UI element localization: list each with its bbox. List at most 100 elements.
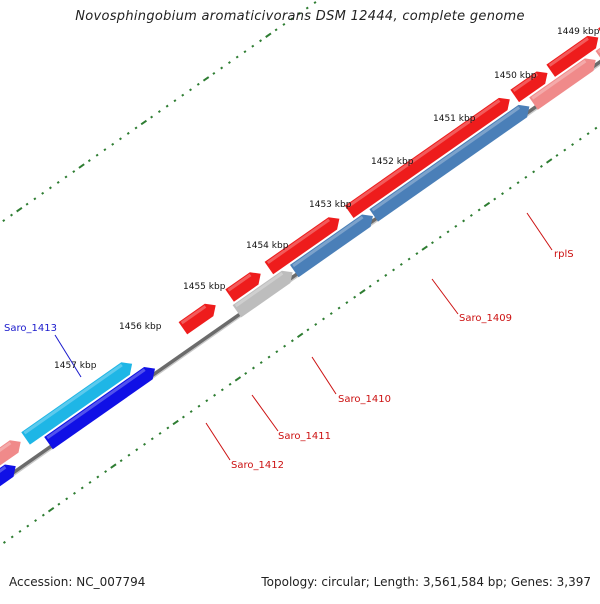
outer-scale-tick [275, 29, 277, 30]
outer-scale-tick [11, 214, 13, 215]
outer-scale-tick [182, 95, 184, 96]
inner-scale-tick [276, 351, 278, 352]
outer-scale-tick [112, 144, 114, 145]
gene-arrow-blue-left [0, 465, 16, 508]
gene-arrow-saro-1412 [179, 304, 216, 335]
outer-scale-tick [151, 116, 153, 117]
inner-scale-tick [564, 149, 566, 150]
inner-scale-tick [66, 498, 68, 499]
inner-scale-tick [338, 307, 340, 308]
gene-label-saro-1409[interactable]: Saro_1409 [459, 313, 512, 324]
outer-scale-tick [127, 133, 129, 134]
outer-scale-tick [158, 111, 160, 112]
gene-label-saro-1411[interactable]: Saro_1411 [278, 431, 331, 442]
scale-label-1449: 1449 kbp [557, 27, 600, 37]
gene-label-saro-1410[interactable]: Saro_1410 [338, 394, 391, 405]
inner-scale-tick [151, 438, 153, 439]
outer-scale-tick [88, 160, 90, 161]
inner-scale-tick [517, 182, 519, 183]
outer-scale-tick [203, 77, 208, 81]
inner-scale-tick [416, 253, 418, 254]
inner-scale-tick [97, 476, 99, 477]
outer-scale-tick [135, 127, 137, 128]
inner-scale-tick [439, 237, 441, 238]
scale-label-1455: 1455 kbp [183, 282, 226, 292]
inner-scale-tick [136, 449, 138, 450]
genome-stats-text: Topology: circular; Length: 3,561,584 bp… [261, 575, 591, 589]
inner-scale-tick [354, 297, 356, 298]
outer-scale-tick [96, 155, 98, 156]
leader-saro-1411 [252, 395, 278, 431]
inner-scale-tick [35, 520, 37, 521]
inner-scale-tick [502, 193, 504, 194]
leader-saro-1409 [432, 279, 458, 314]
inner-scale-tick [432, 242, 434, 243]
inner-scale-tick [221, 389, 223, 390]
inner-scale-tick [385, 275, 387, 276]
inner-scale-tick [81, 487, 83, 488]
inner-scale-tick [167, 427, 169, 428]
gene-features [0, 10, 600, 545]
outer-scale-tick [42, 193, 44, 194]
scale-labels: 1449 kbp 1450 kbp 1451 kbp 1452 kbp 1453… [54, 27, 600, 371]
inner-scale-tick [377, 280, 379, 281]
outer-scale-tick [221, 67, 223, 68]
outer-scale-tick [17, 208, 22, 212]
gene-label-rplS[interactable]: rplS [554, 249, 574, 260]
inner-scale-tick [198, 406, 200, 407]
inner-scale-tick [190, 411, 192, 412]
inner-scale-tick [260, 362, 262, 363]
inner-scale-tick [49, 508, 54, 512]
inner-scale-tick [253, 367, 255, 368]
inner-scale-tick [556, 155, 558, 156]
inner-scale-tick [463, 220, 465, 221]
inner-scale-tick [533, 171, 535, 172]
scale-label-1453: 1453 kbp [309, 200, 352, 210]
inner-scale-tick [470, 215, 472, 216]
inner-scale-tick [484, 203, 489, 207]
inner-scale-tick [229, 384, 231, 385]
outer-scale-tick [26, 204, 28, 205]
scale-label-1457: 1457 kbp [54, 361, 97, 371]
inner-scale-tick [541, 166, 543, 167]
outer-scale-tick [197, 84, 199, 85]
inner-scale-tick [4, 542, 6, 543]
inner-scale-tick [346, 302, 348, 303]
outer-scale-tick [190, 89, 192, 90]
leader-saro-1410 [312, 357, 336, 394]
inner-scale-tick [400, 264, 402, 265]
inner-scale-tick [58, 504, 60, 505]
inner-scale-tick [89, 482, 91, 483]
outer-scale-tick [229, 62, 231, 63]
scale-label-1454: 1454 kbp [246, 241, 289, 251]
scale-label-1452: 1452 kbp [371, 157, 414, 167]
outer-scale-tick [57, 182, 59, 183]
outer-scale-tick [252, 46, 254, 47]
inner-scale-tick [214, 395, 216, 396]
inner-scale-tick [307, 329, 309, 330]
accession-text: Accession: NC_007794 [9, 575, 145, 589]
inner-scale-tick [455, 226, 457, 227]
inner-scale-tick [105, 471, 107, 472]
inner-scale-tick [447, 231, 449, 232]
outer-scale-tick [104, 149, 106, 150]
inner-scale-tick [422, 246, 427, 250]
gene-label-saro-1412[interactable]: Saro_1412 [231, 460, 284, 471]
outer-scale-tick [141, 121, 146, 125]
inner-scale-tick [173, 421, 178, 425]
inner-scale-tick [27, 525, 29, 526]
inner-scale-tick [120, 460, 122, 461]
outer-scale-tick [3, 220, 5, 221]
inner-scale-tick [19, 531, 21, 532]
inner-scale-tick [245, 373, 247, 374]
gene-label-saro-1413[interactable]: Saro_1413 [4, 323, 57, 334]
outer-scale-tick [73, 171, 75, 172]
outer-scale-tick [79, 164, 84, 168]
inner-scale-tick [509, 188, 511, 189]
outer-scale-tick [213, 73, 215, 74]
inner-scale-tick [298, 333, 303, 337]
inner-scale-tick [284, 346, 286, 347]
inner-scale-tick [74, 493, 76, 494]
